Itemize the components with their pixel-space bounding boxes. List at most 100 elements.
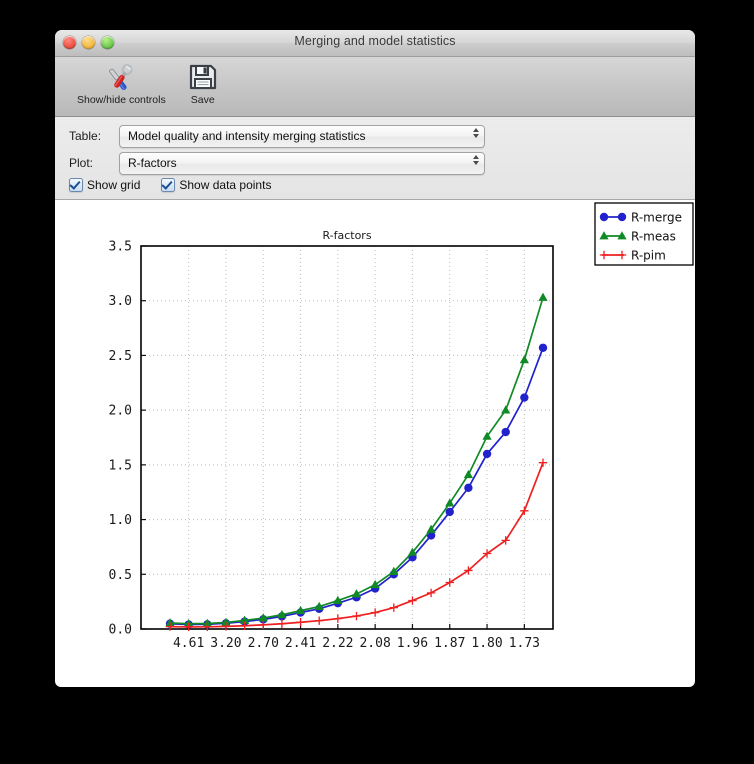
title-bar: Merging and model statistics xyxy=(55,30,695,57)
toolbar: Show/hide controls Save xyxy=(55,57,695,117)
y-axis-tick-label: 2.0 xyxy=(109,404,132,419)
plot-panel: 0.0 0.5 1.0 1.5 2.0 2.5 3.0 3.5 4.61 3.20 2.70 2.41… xyxy=(55,200,695,652)
data-point-marker xyxy=(617,212,627,222)
data-point-marker xyxy=(501,536,510,545)
series-r-merge xyxy=(165,343,548,629)
stepper-arrows-icon xyxy=(473,154,479,165)
window-title: Merging and model statistics xyxy=(294,34,456,48)
data-point-marker xyxy=(538,343,548,352)
data-point-marker xyxy=(599,212,609,222)
data-point-marker xyxy=(184,622,193,632)
data-point-marker xyxy=(389,566,399,575)
data-point-marker xyxy=(352,611,361,621)
data-point-marker xyxy=(221,622,231,631)
data-point-marker xyxy=(445,498,455,507)
x-axis-tick-label: 3.20 xyxy=(210,636,241,651)
stepper-arrows-icon xyxy=(473,127,479,138)
data-point-marker xyxy=(482,449,492,459)
x-axis-tick-label: 4.61 xyxy=(173,636,204,651)
y-axis-tick-label: 3.5 xyxy=(109,240,132,255)
checkmark-icon[interactable] xyxy=(69,178,83,192)
x-axis-tick-label: 2.70 xyxy=(248,636,279,651)
chart-title: R-factors xyxy=(322,229,371,242)
data-point-marker xyxy=(445,507,454,517)
data-point-marker xyxy=(370,579,380,589)
show-data-points-checkbox[interactable]: Show data points xyxy=(161,178,271,192)
data-point-marker xyxy=(258,613,268,622)
x-axis-tick-label: 2.41 xyxy=(285,636,316,651)
zoom-button[interactable] xyxy=(101,36,114,49)
save-button[interactable]: Save xyxy=(180,61,226,106)
show-hide-controls-button[interactable]: Show/hide controls xyxy=(77,61,166,106)
x-axis-tick-label: 1.96 xyxy=(397,636,428,651)
data-point-marker xyxy=(482,549,492,558)
data-point-marker xyxy=(464,483,473,493)
checkbox-row: Show grid Show data points xyxy=(69,178,695,192)
data-point-marker xyxy=(333,595,343,604)
plot-select[interactable]: R-factors xyxy=(119,151,485,175)
data-point-marker xyxy=(519,355,529,364)
y-axis-tick-label: 1.5 xyxy=(109,458,132,473)
data-point-marker xyxy=(599,250,609,260)
chart-legend: R-merge R-meas R-pim xyxy=(594,202,694,266)
data-point-marker xyxy=(501,405,511,414)
data-point-marker xyxy=(538,458,548,467)
data-point-marker xyxy=(617,231,627,240)
window-controls xyxy=(63,36,114,49)
data-point-marker xyxy=(165,622,175,631)
data-point-marker xyxy=(333,614,343,623)
data-point-marker xyxy=(501,427,510,437)
tools-icon xyxy=(104,61,138,93)
table-select[interactable]: Model quality and intensity merging stat… xyxy=(119,124,485,148)
controls-panel: Table: Model quality and intensity mergi… xyxy=(55,117,695,200)
r-factors-chart[interactable]: 0.0 0.5 1.0 1.5 2.0 2.5 3.0 3.5 4.61 3.20 2.70 2.41… xyxy=(55,200,695,652)
minimize-button[interactable] xyxy=(82,36,95,49)
x-axis-tick-label: 1.73 xyxy=(509,636,540,651)
data-point-marker xyxy=(426,524,436,533)
show-grid-label: Show grid xyxy=(87,178,141,192)
plot-label: Plot: xyxy=(69,156,94,170)
data-point-marker xyxy=(165,618,175,627)
close-button[interactable] xyxy=(63,36,76,49)
series-r-meas xyxy=(165,292,548,628)
table-row: Table: Model quality and intensity mergi… xyxy=(69,124,695,148)
x-axis-tick-label: 1.87 xyxy=(434,636,465,651)
table-select-value: Model quality and intensity merging stat… xyxy=(128,129,366,143)
data-point-marker xyxy=(426,588,436,598)
data-point-marker xyxy=(314,601,324,610)
data-point-marker xyxy=(520,506,529,516)
data-point-marker xyxy=(407,547,418,556)
y-axis-tick-label: 3.0 xyxy=(109,294,132,309)
legend-label: R-meas xyxy=(631,230,676,244)
y-axis-tick-label: 2.5 xyxy=(109,349,132,364)
data-point-marker xyxy=(203,622,212,632)
data-point-marker xyxy=(240,615,250,624)
data-point-marker xyxy=(445,578,454,587)
data-point-marker xyxy=(221,617,231,626)
x-axis-tick-label: 2.22 xyxy=(322,636,353,651)
data-point-marker xyxy=(389,603,398,612)
app-window: Merging and model statistics xyxy=(55,30,695,687)
y-axis-tick-label: 1.0 xyxy=(109,513,132,528)
x-axis-tick-label: 2.08 xyxy=(359,636,390,651)
data-point-marker xyxy=(351,589,362,598)
data-point-marker xyxy=(538,292,548,301)
series-r-pim xyxy=(165,458,548,632)
data-point-marker xyxy=(277,609,287,619)
checkmark-icon[interactable] xyxy=(161,178,176,192)
floppy-disk-icon xyxy=(189,61,217,93)
x-axis-tick-label: 1.80 xyxy=(471,636,502,651)
data-point-marker xyxy=(463,469,473,479)
data-point-marker xyxy=(295,605,306,615)
show-hide-controls-label: Show/hide controls xyxy=(77,94,166,106)
table-label: Table: xyxy=(69,129,102,143)
data-point-marker xyxy=(259,620,268,630)
data-point-marker xyxy=(599,231,609,240)
data-point-marker xyxy=(520,393,529,402)
plot-row: Plot: R-factors xyxy=(69,151,695,175)
show-grid-checkbox[interactable]: Show grid xyxy=(69,178,140,192)
y-axis-tick-label: 0.0 xyxy=(109,623,132,638)
legend-label: R-merge xyxy=(631,211,682,225)
legend-label: R-pim xyxy=(631,249,666,263)
y-axis-tick-label: 0.5 xyxy=(109,568,132,583)
